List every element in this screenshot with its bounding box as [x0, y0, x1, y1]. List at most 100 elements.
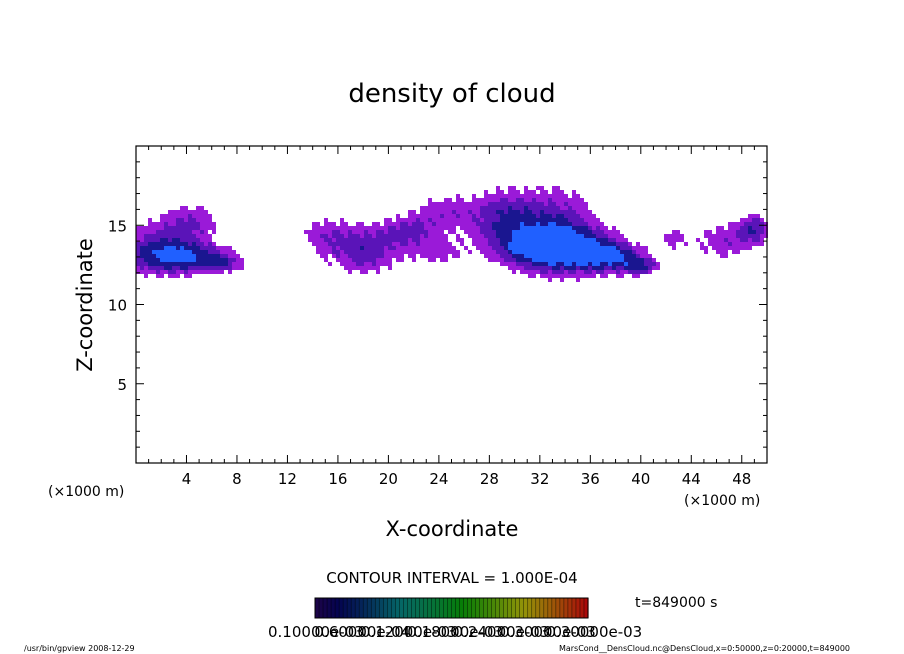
- density-cell: [544, 218, 548, 222]
- colorbar-swatch: [439, 598, 445, 618]
- density-cell: [396, 230, 400, 234]
- density-cell: [724, 230, 728, 234]
- density-cell: [184, 254, 188, 258]
- density-cell: [572, 198, 576, 202]
- density-cell: [728, 246, 732, 250]
- density-cell: [456, 214, 460, 218]
- density-cell: [384, 258, 388, 262]
- density-cell: [576, 266, 580, 270]
- density-cell: [748, 214, 752, 218]
- density-cell: [508, 238, 512, 242]
- density-cell: [208, 242, 212, 246]
- density-cell: [620, 270, 624, 274]
- density-cell: [496, 246, 500, 250]
- density-cell: [172, 270, 176, 274]
- density-cell: [584, 218, 588, 222]
- density-cell: [168, 226, 172, 230]
- colorbar-swatch: [527, 598, 533, 618]
- density-cell: [492, 238, 496, 242]
- density-cell: [484, 206, 488, 210]
- density-cell: [536, 234, 540, 238]
- density-cell: [524, 238, 528, 242]
- density-cell: [512, 214, 516, 218]
- density-cell: [356, 238, 360, 242]
- density-cell: [600, 262, 604, 266]
- density-cell: [340, 246, 344, 250]
- density-cell: [744, 226, 748, 230]
- density-cell: [376, 222, 380, 226]
- density-cell: [604, 250, 608, 254]
- density-cell: [540, 206, 544, 210]
- density-cell: [548, 266, 552, 270]
- density-cell: [408, 238, 412, 242]
- density-cell: [480, 226, 484, 230]
- density-cell: [740, 234, 744, 238]
- density-cell: [532, 222, 536, 226]
- density-cell: [552, 246, 556, 250]
- colorbar-frame: [314, 597, 589, 619]
- density-cell: [528, 194, 532, 198]
- density-cell: [624, 250, 628, 254]
- density-cell: [396, 246, 400, 250]
- density-cell: [172, 230, 176, 234]
- density-cell: [484, 250, 488, 254]
- density-cell: [616, 234, 620, 238]
- density-cell: [492, 234, 496, 238]
- density-cell: [500, 246, 504, 250]
- density-cell: [436, 238, 440, 242]
- density-cell: [584, 238, 588, 242]
- density-cell: [172, 214, 176, 218]
- density-cell: [732, 222, 736, 226]
- density-cell: [460, 206, 464, 210]
- density-cell: [544, 262, 548, 266]
- density-cell: [600, 234, 604, 238]
- density-cell: [136, 254, 140, 258]
- density-cell: [656, 266, 660, 270]
- density-cell: [588, 250, 592, 254]
- density-cell: [444, 234, 448, 238]
- density-cell: [316, 238, 320, 242]
- density-cell: [144, 234, 148, 238]
- density-cell: [500, 258, 504, 262]
- density-cell: [580, 202, 584, 206]
- density-cell: [720, 246, 724, 250]
- density-cell: [192, 262, 196, 266]
- density-cell: [744, 242, 748, 246]
- density-cell: [488, 254, 492, 258]
- density-cell: [540, 218, 544, 222]
- colorbar-labels: 0.10000e-030.60000e-040.12000e-030.18000…: [268, 623, 642, 641]
- density-cell: [532, 254, 536, 258]
- density-cell: [444, 218, 448, 222]
- density-cell: [336, 242, 340, 246]
- footer-right: MarsCond__DensCloud.nc@DensCloud,x=0:500…: [559, 644, 850, 653]
- density-cell: [420, 222, 424, 226]
- density-cell: [320, 230, 324, 234]
- density-cell: [152, 266, 156, 270]
- density-cell: [532, 198, 536, 202]
- density-cell: [452, 218, 456, 222]
- density-cell: [204, 214, 208, 218]
- density-cell: [496, 234, 500, 238]
- density-cell: [564, 218, 568, 222]
- density-cell: [552, 218, 556, 222]
- density-cell: [436, 234, 440, 238]
- density-cell: [384, 262, 388, 266]
- density-cell: [156, 254, 160, 258]
- density-cell: [208, 238, 212, 242]
- density-cell: [228, 262, 232, 266]
- density-cell: [200, 210, 204, 214]
- density-cell: [364, 250, 368, 254]
- density-cell: [644, 254, 648, 258]
- density-cell: [540, 262, 544, 266]
- density-cell: [496, 242, 500, 246]
- density-cell: [148, 234, 152, 238]
- density-cell: [568, 210, 572, 214]
- colorbar-swatch: [443, 598, 449, 618]
- density-cell: [192, 210, 196, 214]
- density-cell: [160, 266, 164, 270]
- density-cell: [532, 258, 536, 262]
- density-cell: [536, 266, 540, 270]
- density-cell: [472, 202, 476, 206]
- density-cell: [544, 274, 548, 278]
- density-cell: [640, 258, 644, 262]
